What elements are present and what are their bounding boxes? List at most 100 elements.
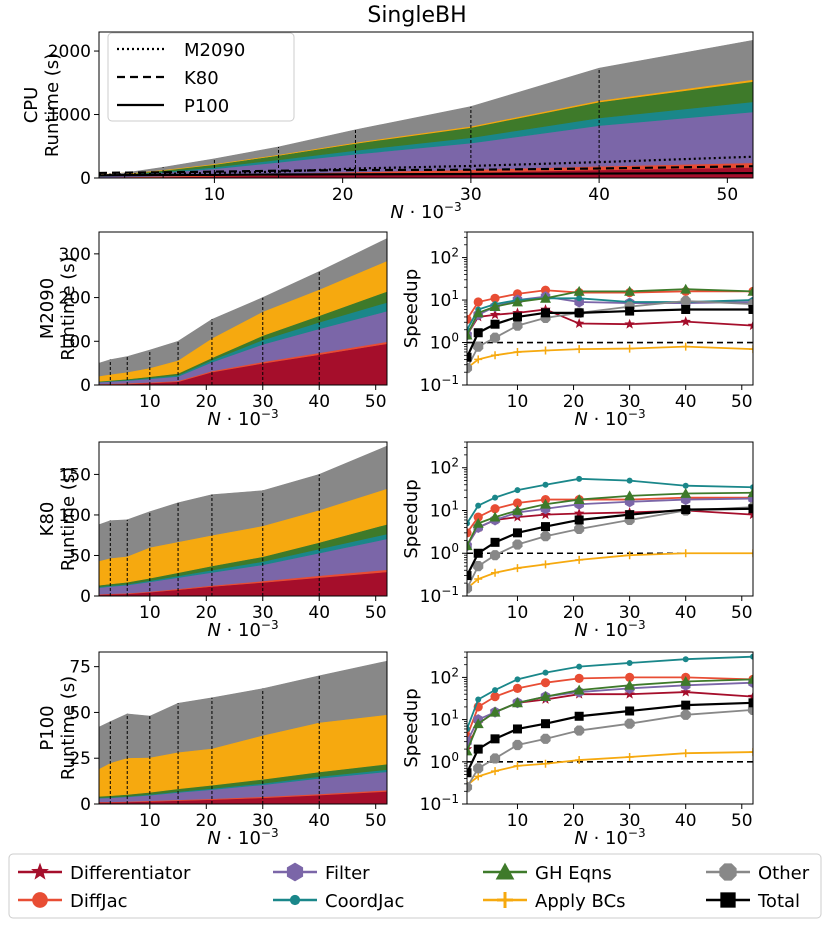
x-axis-label-dot: · 10: [404, 202, 444, 223]
legend-marker: [32, 892, 48, 908]
point-total-0: [467, 571, 472, 581]
legend-label: Differentiator: [70, 863, 191, 884]
point-gh-eqns-6: [624, 490, 636, 501]
x-tick-label-40: 40: [588, 185, 610, 205]
ref-line-k80: [99, 165, 753, 175]
point-apply-bcs-8: [749, 748, 753, 757]
point-differentiator-6: [624, 318, 635, 329]
x-axis-label-dot: · 10: [588, 620, 628, 641]
x-tick-label-30: 30: [619, 392, 641, 412]
y-tick-label--1: 10−1: [420, 792, 459, 815]
series-line-apply-bcs: [467, 345, 753, 369]
y-tick-label-2: 102: [430, 246, 459, 269]
point-other-6: [624, 718, 635, 729]
legend-entry-diffjac: DiffJac: [18, 891, 128, 912]
point-total-4: [541, 308, 551, 318]
y-tick-label-2-exp: 2: [451, 456, 459, 470]
legend-label: Other: [758, 863, 810, 884]
point-apply-bcs-4: [541, 560, 550, 569]
point-gh-eqns-6: [624, 285, 636, 296]
y-tick-label-0-base: 10: [430, 753, 452, 773]
y-tick-label-1-base: 10: [430, 711, 452, 731]
axes-frame: [466, 231, 754, 386]
axes-frame: [98, 441, 388, 597]
y-tick-label-1-exp: 1: [451, 708, 459, 722]
x-tick-label-10: 10: [507, 811, 529, 831]
point-apply-bcs-4: [541, 759, 550, 768]
x-axis-label-n: N: [207, 409, 220, 430]
y-axis-label-0: P100: [37, 705, 58, 750]
point-apply-bcs-6: [625, 551, 634, 560]
legend-label: GH Eqns: [535, 863, 612, 884]
point-total-7: [681, 304, 691, 314]
x-axis-label: N · 10−3: [207, 826, 278, 849]
point-other-3: [512, 739, 523, 751]
point-gh-eqns-3: [511, 697, 523, 708]
x-tick-label-50: 50: [717, 185, 739, 205]
y-tick-label-2-base: 10: [430, 249, 452, 269]
x-axis-label: N · 10−3: [574, 826, 645, 849]
point-gh-eqns-1: [472, 517, 484, 528]
y-tick-label-2-base: 10: [430, 668, 452, 688]
point-apply-bcs-8: [749, 345, 753, 354]
legend-label: Apply BCs: [535, 891, 626, 912]
x-tick-label-20: 20: [563, 392, 585, 412]
legend-marker: [289, 894, 301, 906]
series-apply-bcs: [467, 342, 753, 373]
point-coordjac-2: [492, 687, 499, 694]
y-tick-label-2-exp: 2: [451, 246, 459, 260]
x-tick-label-40: 40: [308, 603, 330, 623]
axes-frame: [98, 231, 388, 386]
panel-p100-rt: 10 20 30 40 50 N · 10−3 0 25 50 75 P100 Runtime (s): [37, 651, 388, 849]
series-line-apply-bcs: [467, 552, 753, 590]
y-tick-label-0-exp: 0: [451, 331, 459, 345]
x-tick-label-50: 50: [731, 603, 753, 623]
legend-label: DiffJac: [70, 891, 128, 912]
point-other-3: [512, 539, 523, 550]
point-total-7: [681, 505, 691, 515]
x-tick-label-40: 40: [675, 392, 697, 412]
point-total-8: [748, 698, 753, 708]
point-total-1: [473, 328, 483, 338]
series-differentiator: [467, 686, 753, 754]
point-differentiator-7: [680, 316, 691, 327]
point-other-5: [574, 523, 585, 535]
point-gh-eqns-7: [680, 283, 692, 294]
y-tick-label-50: 50: [69, 546, 91, 566]
x-axis-label: N · 10−3: [207, 407, 278, 430]
y-tick-label-50: 50: [69, 703, 91, 723]
series-total: [467, 504, 753, 581]
point-apply-bcs-6: [625, 344, 634, 353]
x-tick-label-40: 40: [675, 811, 697, 831]
y-axis-label-0: M2090: [37, 278, 58, 339]
point-gh-eqns-5: [573, 494, 585, 504]
point-differentiator-5: [573, 318, 585, 328]
series-line-gh-eqns: [467, 491, 753, 547]
point-coordjac-2: [492, 494, 499, 501]
point-coordjac-3: [514, 676, 521, 683]
plot-area: [467, 283, 753, 374]
point-total-6: [625, 510, 635, 520]
series-line-differentiator: [467, 691, 753, 750]
point-gh-eqns-3: [511, 504, 523, 515]
point-gh-eqns-4: [540, 498, 552, 509]
point-diffjac-2: [490, 504, 500, 514]
x-tick-label-30: 30: [619, 603, 641, 623]
point-other-0: [467, 583, 473, 594]
point-gh-eqns-7: [680, 487, 692, 498]
legend-marker: [31, 862, 49, 880]
plot-area: [99, 445, 387, 596]
x-tick-label-10: 10: [139, 811, 161, 831]
point-apply-bcs-7: [681, 549, 690, 558]
point-gh-eqns-2: [489, 301, 501, 312]
legend-label: Filter: [325, 863, 370, 884]
y-tick-label--1-exp: −1: [441, 792, 459, 806]
legend-entry-filter: Filter: [273, 862, 370, 884]
cpu-legend-label-p100: P100: [184, 96, 229, 117]
y-tick-label-100: 100: [59, 506, 91, 526]
point-other-7: [680, 295, 691, 307]
point-diffjac-2: [490, 692, 500, 702]
